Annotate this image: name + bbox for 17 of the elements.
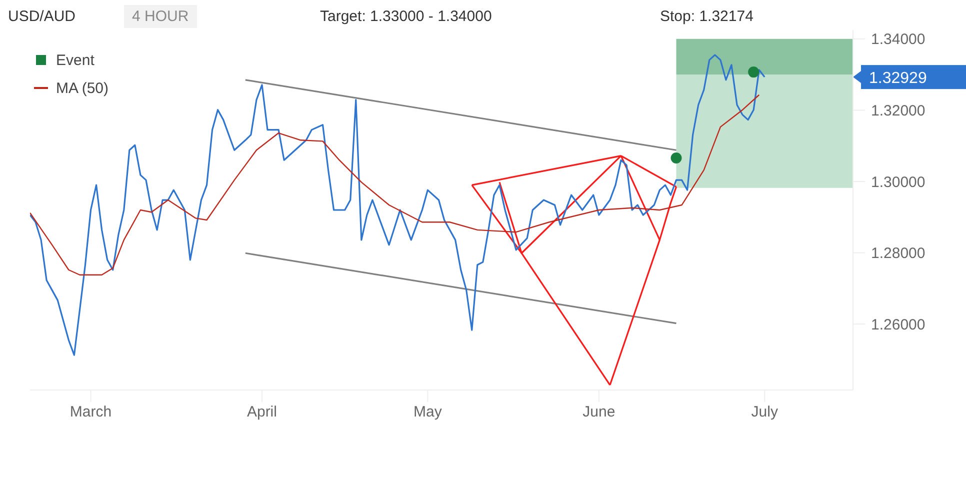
y-tick-label: 1.28000 <box>871 245 926 262</box>
chart-subtitle: 4 HOUR <box>124 5 197 28</box>
y-tick-label: 1.32000 <box>871 102 926 120</box>
y-tick-label: 1.34000 <box>871 31 926 48</box>
x-tick-label: April <box>246 404 277 421</box>
x-tick-label: May <box>414 404 442 421</box>
x-tick-label: July <box>751 404 778 421</box>
text: Target: 1.33000 - 1.34000 <box>320 8 492 25</box>
y-tick-label: 1.30000 <box>871 174 926 191</box>
x-tick-label: June <box>582 404 616 421</box>
x-tick-label: March <box>70 404 112 421</box>
y-tick-label: 1.26000 <box>871 316 926 334</box>
legend-label: Event <box>56 52 94 68</box>
text: Stop: 1.32174 <box>660 8 754 25</box>
legend-label: MA (50) <box>56 80 109 96</box>
chart-title: USD/AUD <box>8 8 76 25</box>
text: 1.32929 <box>869 70 927 88</box>
